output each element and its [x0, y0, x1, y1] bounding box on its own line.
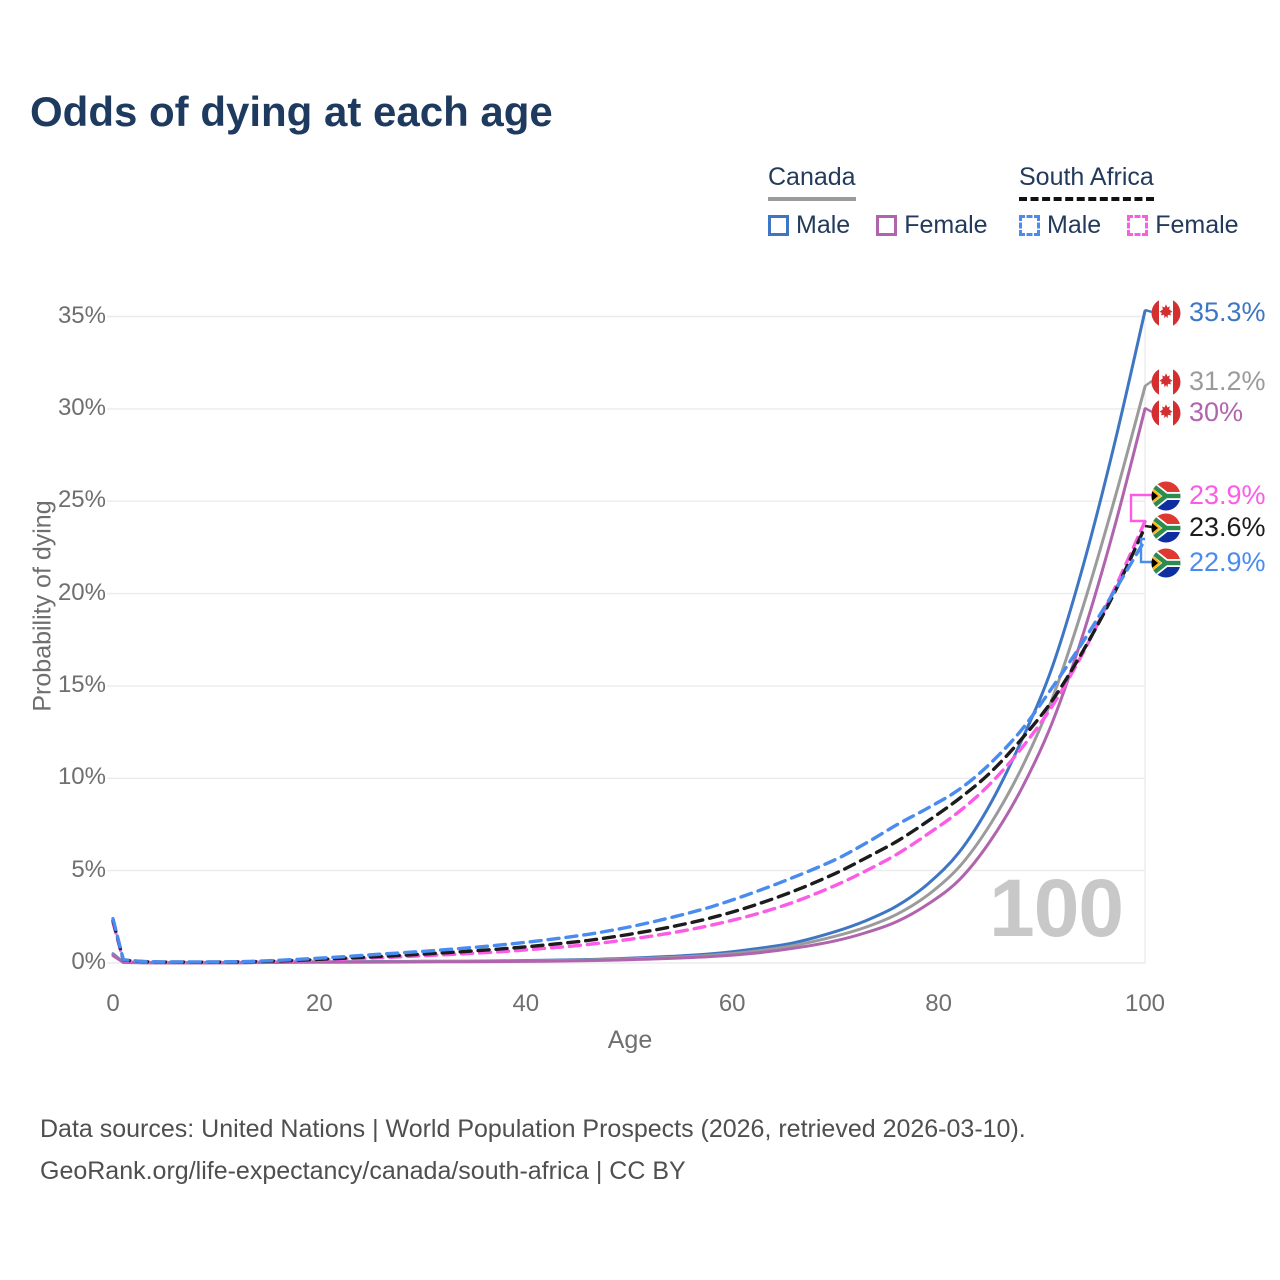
x-tick-label: 100	[1124, 990, 1166, 1017]
legend-south-africa-female[interactable]: Female	[1127, 211, 1239, 240]
south-africa-female-swatch-icon	[1127, 215, 1149, 236]
legend-canada-female-label: Female	[904, 211, 988, 239]
leader-line-canada-both	[1144, 380, 1153, 387]
legend-south-africa-male[interactable]: Male	[1019, 211, 1101, 240]
x-tick-label: 60	[718, 990, 746, 1017]
end-label-value-sa-female: 23.9%	[1189, 480, 1266, 510]
x-tick-label: 0	[106, 990, 120, 1017]
y-tick-label: 5%	[71, 855, 106, 883]
leader-line-sa-male	[1139, 537, 1152, 564]
canada-male-swatch-icon	[768, 215, 789, 236]
end-label-sa-female: 23.9%	[1151, 480, 1266, 511]
legend-canada-male[interactable]: Male	[768, 211, 850, 240]
series-line-sa-male[interactable]	[111, 538, 1147, 964]
south-africa-flag-icon	[1151, 513, 1181, 542]
end-label-value-sa-male: 22.9%	[1189, 547, 1266, 577]
canada-female-swatch-icon	[876, 215, 898, 236]
x-tick-label: 80	[925, 990, 952, 1017]
leader-line-sa-female	[1129, 493, 1152, 523]
x-tick-label: 40	[512, 990, 540, 1017]
leader-line-canada-male	[1144, 308, 1153, 314]
y-tick-label: 15%	[57, 670, 106, 698]
y-tick-label: 20%	[57, 578, 106, 606]
end-label-sa-both: 23.6%	[1151, 512, 1266, 543]
south-africa-flag-icon	[1151, 481, 1181, 510]
y-tick-label: 30%	[57, 393, 106, 421]
legend-canada-female[interactable]: Female	[876, 211, 988, 240]
y-tick-label: 35%	[57, 301, 106, 329]
legend-canada-title[interactable]: Canada	[768, 163, 856, 201]
legend-south-africa-male-label: Male	[1047, 211, 1102, 239]
x-axis-title: Age	[607, 1026, 653, 1054]
end-label-canada-female: 30%	[1151, 397, 1243, 428]
legend-south-africa-title[interactable]: South Africa	[1019, 163, 1154, 201]
age-watermark: 100	[989, 863, 1124, 954]
legend-group-south-africa: South Africa Male Female	[1019, 163, 1239, 240]
leader-line-canada-female	[1144, 406, 1153, 414]
south-africa-flag-icon	[1151, 548, 1181, 577]
series-line-sa-both[interactable]	[111, 525, 1147, 964]
canada-flag-icon	[1151, 298, 1181, 327]
canada-flag-icon	[1151, 367, 1181, 396]
legend-canada-row: Male Female	[768, 211, 988, 240]
end-label-value-canada-female: 30%	[1189, 397, 1244, 427]
footer-attribution-line: GeoRank.org/life-expectancy/canada/south…	[40, 1157, 686, 1185]
end-label-value-canada-male: 35.3%	[1189, 297, 1266, 327]
end-label-value-sa-both: 23.6%	[1189, 512, 1266, 542]
legend-south-africa-female-label: Female	[1155, 211, 1239, 239]
series-line-sa-female[interactable]	[111, 519, 1147, 964]
footer-sources-line: Data sources: United Nations | World Pop…	[40, 1115, 1026, 1143]
south-africa-male-swatch-icon	[1019, 215, 1040, 236]
end-label-canada-both: 31.2%	[1151, 366, 1266, 397]
page-title: Odds of dying at each age	[30, 88, 553, 135]
end-label-value-canada-both: 31.2%	[1189, 366, 1266, 396]
legend-south-africa-row: Male Female	[1019, 211, 1239, 240]
y-tick-label: 25%	[57, 486, 106, 514]
canada-flag-icon	[1151, 398, 1181, 427]
x-tick-label: 20	[306, 990, 333, 1017]
legend-group-canada: Canada Male Female	[768, 163, 988, 240]
gridlines	[107, 315, 1146, 964]
leader-line-sa-both	[1144, 524, 1153, 529]
y-tick-label: 10%	[57, 763, 106, 791]
legend-canada-male-label: Male	[796, 211, 851, 239]
end-label-sa-male: 22.9%	[1151, 547, 1266, 578]
series-line-canada-both[interactable]	[111, 385, 1147, 965]
end-label-canada-male: 35.3%	[1151, 297, 1266, 328]
y-tick-label: 0%	[71, 948, 106, 975]
footer: Data sources: United Nations | World Pop…	[40, 1108, 1026, 1192]
